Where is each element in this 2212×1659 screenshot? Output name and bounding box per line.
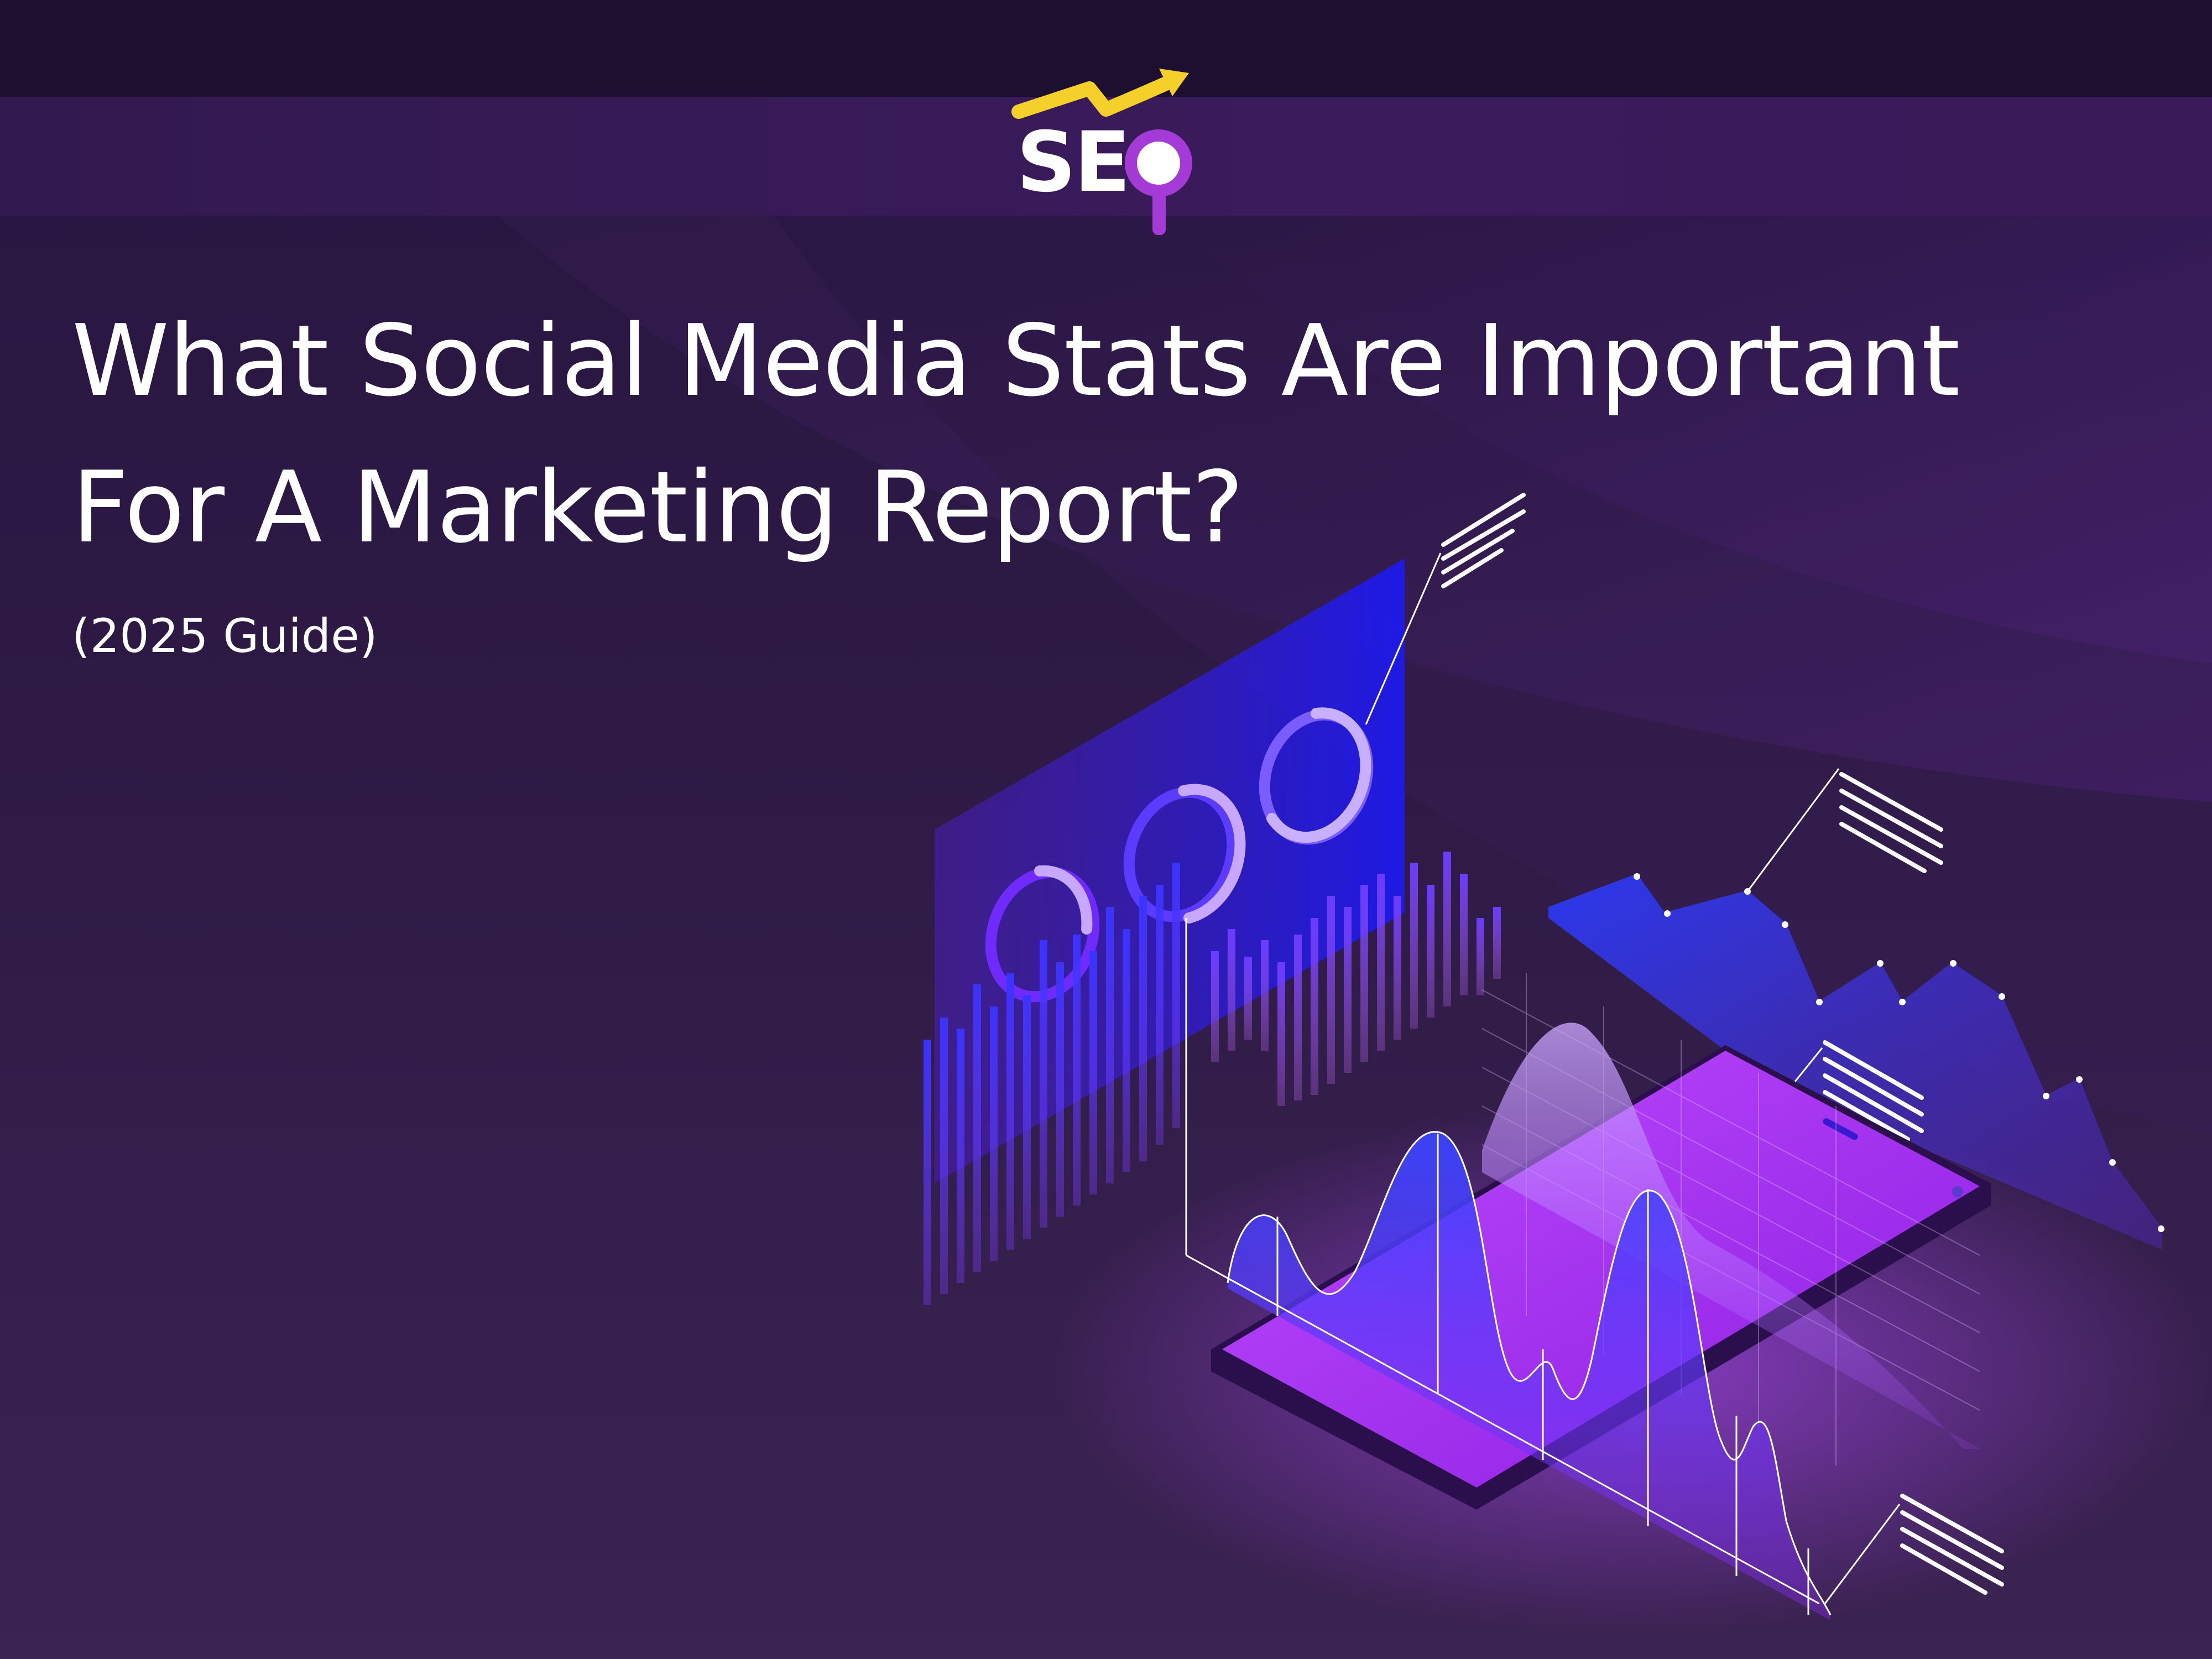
seo-logo: SE [1011, 69, 1192, 235]
headline: What Social Media Stats Are Important Fo… [72, 288, 2063, 581]
arrow-head-icon [1159, 69, 1189, 96]
callout-labels [1441, 493, 2004, 1595]
headline-line-2: For A Marketing Report? [72, 450, 1244, 565]
wave-chart [1185, 918, 1980, 1620]
logo-letters: SE [1016, 114, 1129, 211]
dashboard-panel [935, 559, 1405, 1183]
bar-chart-left [924, 863, 1180, 1305]
headline-line-1: What Social Media Stats Are Important [72, 304, 1960, 418]
bar-chart-middle [1211, 852, 1501, 1106]
subtitle: (2025 Guide) [72, 609, 378, 663]
magnifier-icon [1125, 129, 1192, 235]
top-dark-band [0, 0, 2212, 97]
trend-arrow-icon [1011, 74, 1180, 119]
